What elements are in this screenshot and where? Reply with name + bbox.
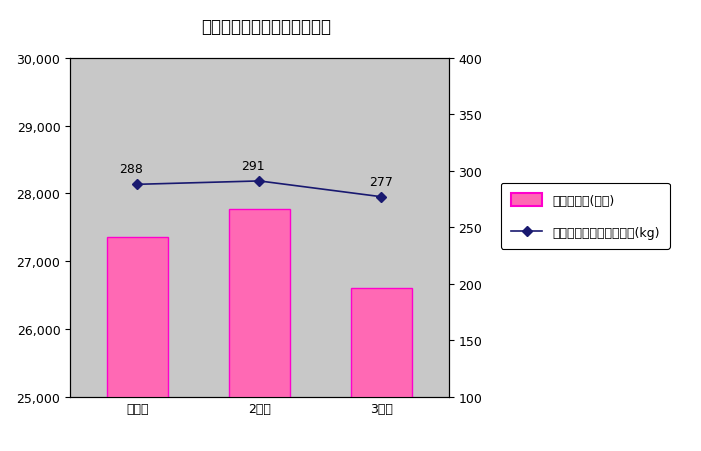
Bar [229, 210, 290, 451]
Legend: 年間ごみ量(トン), 一人あたりの年間ごみ量(kg): 年間ごみ量(トン), 一人あたりの年間ごみ量(kg) [501, 184, 669, 249]
Bar [107, 237, 168, 451]
Text: 288: 288 [119, 163, 143, 176]
Bar [351, 289, 412, 451]
Text: （表２）過去３年間のごみ量: （表２）過去３年間のごみ量 [201, 18, 332, 36]
Text: 291: 291 [241, 160, 265, 172]
Text: 277: 277 [369, 175, 393, 189]
